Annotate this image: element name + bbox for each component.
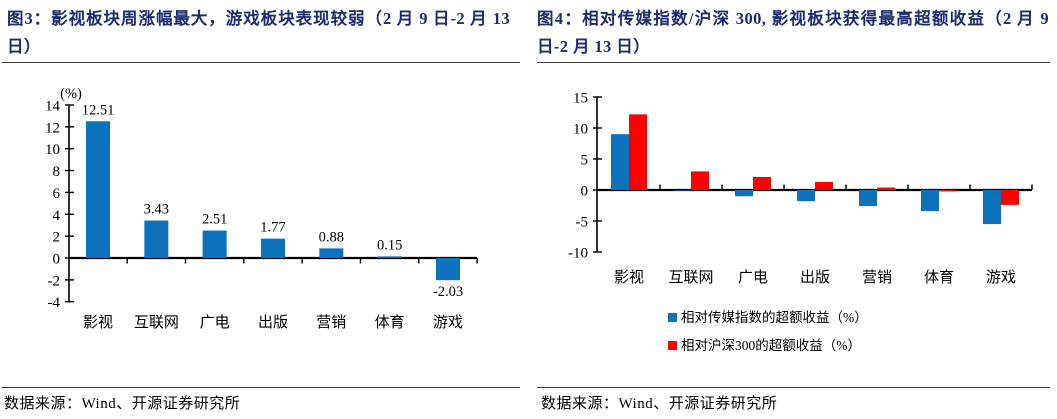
legend-swatch-series1: [668, 341, 677, 350]
y-tick-label: 2: [53, 230, 61, 246]
y-tick-label: 10: [573, 122, 588, 138]
legend-swatch-series0: [668, 313, 677, 322]
y-tick-label: 12: [45, 120, 60, 136]
category-label: 体育: [375, 314, 405, 331]
y-tick-label: 0: [581, 184, 589, 200]
bar-游戏-series0: [983, 190, 1001, 225]
figure3-source-rule: [2, 387, 520, 388]
bar-游戏-series1: [1001, 190, 1019, 205]
figure4-title: 图4：相对传媒指数/沪深 300, 影视板块获得最高超额收益（2 月 9 日-2…: [537, 9, 1049, 56]
bar-广电-series1: [753, 176, 771, 190]
legend-label-series1: 相对沪深300的超额收益（%）: [681, 338, 861, 353]
y-tick-label: 6: [53, 186, 61, 202]
data-label: 12.51: [82, 102, 115, 118]
bar-出版: [260, 238, 285, 258]
category-label: 出版: [800, 269, 830, 286]
bar-影视-series1: [629, 114, 647, 190]
data-label: 0.15: [377, 237, 402, 253]
bar-广电-series0: [735, 190, 753, 197]
category-label: 游戏: [433, 314, 463, 331]
y-tick-label: 5: [581, 153, 589, 169]
y-tick-label: -2: [48, 273, 61, 289]
category-label: 体育: [924, 269, 954, 286]
category-label: 出版: [258, 314, 288, 331]
data-label: 2.51: [202, 212, 227, 228]
y-tick-label: 4: [53, 208, 61, 224]
bar-营销-series1: [877, 187, 895, 190]
figure3-data-source: 数据来源：Wind、开源证券研究所: [4, 396, 241, 412]
y-tick-label: 0: [53, 252, 61, 268]
figure4-grouped-bar-chart: -10 -5 0 5 10 15 影视 互联网 广电 出版 营销 体育 游戏相对传媒指数的超额收益（%）…: [568, 91, 1033, 353]
bar-互联网-series1: [691, 171, 709, 190]
y-axis-unit-label: (%): [60, 86, 82, 102]
y-tick-label: 8: [53, 164, 61, 180]
bar-体育-series0: [921, 190, 939, 212]
y-tick-label: -10: [568, 246, 588, 262]
bar-广电: [202, 230, 227, 258]
category-label: 营销: [862, 269, 892, 286]
data-label: 3.43: [144, 202, 169, 218]
bar-互联网: [144, 220, 169, 258]
bar-营销-series0: [859, 190, 877, 207]
data-label: 1.77: [260, 220, 285, 236]
category-label: 互联网: [134, 314, 179, 331]
bar-营销: [319, 248, 344, 258]
y-tick-label: -5: [576, 215, 589, 231]
figure4-source-rule: [537, 387, 1050, 388]
bar-体育: [377, 256, 402, 258]
bar-互联网-series0: [673, 190, 691, 191]
category-label: 营销: [316, 314, 346, 331]
category-label: 影视: [614, 269, 644, 286]
figure4-data-source: 数据来源：Wind、开源证券研究所: [541, 396, 778, 412]
bar-影视-series0: [611, 134, 629, 190]
figure3-title: 图3：影视板块周涨幅最大，游戏板块表现较弱（2 月 9 日-2 月 13 日）: [7, 9, 510, 56]
category-label: 影视: [83, 314, 113, 331]
data-label: 0.88: [319, 229, 344, 245]
y-tick-label: 14: [45, 98, 61, 114]
bar-体育-series1: [939, 190, 957, 192]
data-label: -2.03: [433, 284, 463, 300]
bar-影视: [86, 121, 110, 258]
bar-出版-series1: [815, 181, 833, 190]
bar-出版-series0: [797, 190, 815, 202]
y-tick-label: 15: [573, 91, 588, 107]
category-label: 广电: [738, 269, 768, 286]
bar-游戏: [435, 258, 460, 281]
legend-label-series0: 相对传媒指数的超额收益（%）: [681, 310, 868, 325]
figure4-title-rule: [537, 62, 1050, 63]
category-label: 广电: [200, 314, 230, 331]
category-label: 游戏: [986, 269, 1016, 286]
category-label: 互联网: [668, 269, 713, 286]
figure3-title-rule: [2, 62, 520, 63]
y-tick-label: 10: [45, 142, 60, 158]
y-tick-label: -4: [48, 295, 61, 311]
figure3-bar-chart: -4 -2 0 2 4 6 8 10 12 14(%)12.51 3.43 2.51 1.77 0.88 0…: [45, 86, 478, 331]
